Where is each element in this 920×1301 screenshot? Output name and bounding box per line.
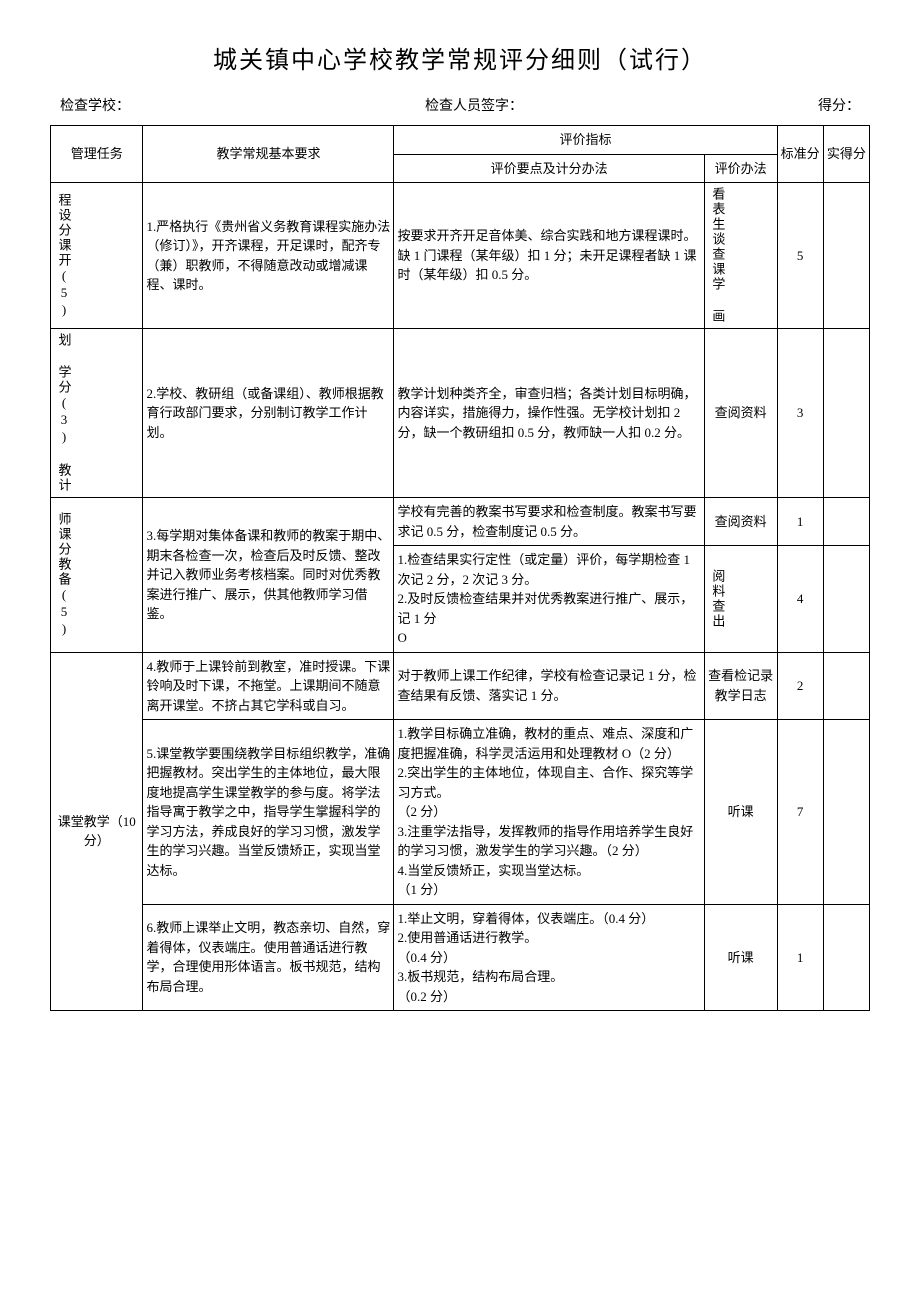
req-cell: 5.课堂教学要围绕教学目标组织教学，准确把握教材。突出学生的主体地位，最大限度地… — [143, 720, 394, 905]
req-cell: 4.教师于上课铃前到教室，准时授课。下课铃响及时下课，不拖堂。上课期间不随意离开… — [143, 652, 394, 720]
school-label: 检查学校： — [60, 95, 130, 115]
th-criteria: 评价要点及计分办法 — [394, 154, 704, 183]
th-act: 实得分 — [823, 126, 869, 183]
method-cell: 查阅资料 — [704, 498, 777, 546]
req-cell: 2.学校、教研组（或备课组）、教师根据教育行政部门要求，分别制订教学工作计划。 — [143, 329, 394, 498]
crit-cell: 1.举止文明，穿着得体，仪表端庄。（0.4 分） 2.使用普通话进行教学。 （0… — [394, 904, 704, 1011]
table-row: 程设分课开(5) 1.严格执行《贵州省义务教育课程实施办法（修订）》，开齐课程，… — [51, 183, 870, 329]
std-cell: 5 — [777, 183, 823, 329]
table-row: 5.课堂教学要围绕教学目标组织教学，准确把握教材。突出学生的主体地位，最大限度地… — [51, 720, 870, 905]
act-cell — [823, 183, 869, 329]
th-method: 评价办法 — [704, 154, 777, 183]
method-cell: 查看检记录教学日志 — [704, 652, 777, 720]
th-req: 教学常规基本要求 — [143, 126, 394, 183]
std-cell: 4 — [777, 546, 823, 653]
header-info-line: 检查学校： 检查人员签字： 得分： — [50, 95, 870, 115]
table-row: 师课分教备(5) 3.每学期对集体备课和教师的教案于期中、期末各检查一次，检查后… — [51, 498, 870, 546]
crit-cell: 学校有完善的教案书写要求和检查制度。教案书写要求记 0.5 分，检查制度记 0.… — [394, 498, 704, 546]
std-cell: 3 — [777, 329, 823, 498]
th-std: 标准分 — [777, 126, 823, 183]
std-cell: 1 — [777, 498, 823, 546]
act-cell — [823, 329, 869, 498]
crit-cell: 1.检查结果实行定性（或定量）评价，每学期检查 1 次记 2 分，2 次记 3 … — [394, 546, 704, 653]
method-cell: 阅料查出 — [704, 546, 777, 653]
table-row: 课堂教学（10分） 4.教师于上课铃前到教室，准时授课。下课铃响及时下课，不拖堂… — [51, 652, 870, 720]
act-cell — [823, 546, 869, 653]
crit-cell: 教学计划种类齐全，审查归档；各类计划目标明确，内容详实，措施得力，操作性强。无学… — [394, 329, 704, 498]
std-cell: 7 — [777, 720, 823, 905]
cat-cell: 课堂教学（10分） — [51, 652, 143, 1011]
score-label: 得分： — [818, 95, 860, 115]
req-cell: 1.严格执行《贵州省义务教育课程实施办法（修订）》，开齐课程，开足课时，配齐专（… — [143, 183, 394, 329]
cat-cell: 划 学分(3) 教计 — [51, 329, 143, 498]
signer-label: 检查人员签字： — [425, 95, 523, 115]
req-cell: 3.每学期对集体备课和教师的教案于期中、期末各检查一次，检查后及时反馈、整改并记… — [143, 498, 394, 653]
method-cell: 查阅资料 — [704, 329, 777, 498]
page-title: 城关镇中心学校教学常规评分细则（试行） — [50, 40, 870, 75]
crit-cell: 按要求开齐开足音体美、综合实践和地方课程课时。缺 1 门课程（某年级）扣 1 分… — [394, 183, 704, 329]
std-cell: 1 — [777, 904, 823, 1011]
method-cell: 听课 — [704, 904, 777, 1011]
req-cell: 6.教师上课举止文明，教态亲切、自然，穿着得体，仪表端庄。使用普通话进行教学，合… — [143, 904, 394, 1011]
scoring-rubric-table: 管理任务 教学常规基本要求 评价指标 标准分 实得分 评价要点及计分办法 评价办… — [50, 125, 870, 1011]
act-cell — [823, 498, 869, 546]
method-cell: 看表生谈查课学 画 — [704, 183, 777, 329]
act-cell — [823, 904, 869, 1011]
cat-cell: 程设分课开(5) — [51, 183, 143, 329]
table-row: 6.教师上课举止文明，教态亲切、自然，穿着得体，仪表端庄。使用普通话进行教学，合… — [51, 904, 870, 1011]
th-mgmt: 管理任务 — [51, 126, 143, 183]
act-cell — [823, 720, 869, 905]
crit-cell: 1.教学目标确立准确，教材的重点、难点、深度和广度把握准确，科学灵活运用和处理教… — [394, 720, 704, 905]
method-cell: 听课 — [704, 720, 777, 905]
table-row: 划 学分(3) 教计 2.学校、教研组（或备课组）、教师根据教育行政部门要求，分… — [51, 329, 870, 498]
table-header-row: 管理任务 教学常规基本要求 评价指标 标准分 实得分 — [51, 126, 870, 155]
crit-cell: 对于教师上课工作纪律，学校有检查记录记 1 分，检查结果有反馈、落实记 1 分。 — [394, 652, 704, 720]
std-cell: 2 — [777, 652, 823, 720]
act-cell — [823, 652, 869, 720]
cat-cell: 师课分教备(5) — [51, 498, 143, 653]
th-indicator: 评价指标 — [394, 126, 777, 155]
